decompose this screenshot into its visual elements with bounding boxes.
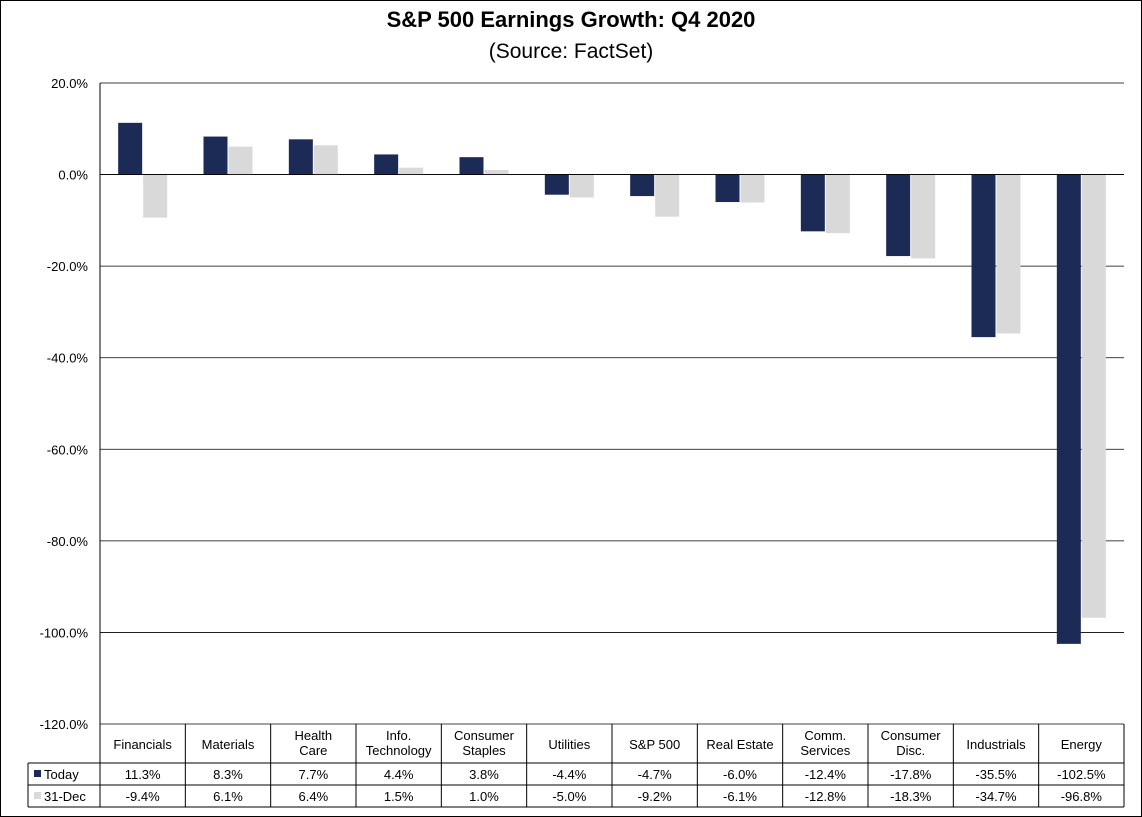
bar-31-dec bbox=[740, 174, 765, 203]
y-tick-label: 0.0% bbox=[58, 168, 88, 183]
category-label: Real Estate bbox=[706, 737, 773, 752]
legend-label: Today bbox=[44, 767, 79, 782]
data-label: -4.4% bbox=[552, 767, 586, 782]
bar-today bbox=[544, 174, 569, 195]
category-label: Health Care bbox=[295, 728, 333, 758]
data-label: -34.7% bbox=[975, 789, 1017, 804]
bar-31-dec bbox=[825, 174, 850, 234]
bar-today bbox=[288, 139, 313, 175]
bar-today bbox=[886, 174, 911, 257]
bar-today bbox=[630, 174, 655, 197]
data-label: -9.4% bbox=[126, 789, 160, 804]
chart-title: S&P 500 Earnings Growth: Q4 2020 bbox=[387, 7, 756, 32]
bar-today bbox=[715, 174, 740, 203]
bar-31-dec bbox=[569, 174, 594, 198]
legend-key bbox=[34, 792, 41, 799]
bar-today bbox=[1056, 174, 1081, 644]
data-label: -102.5% bbox=[1057, 767, 1106, 782]
data-label: 8.3% bbox=[213, 767, 243, 782]
data-label: 4.4% bbox=[384, 767, 414, 782]
data-label: 3.8% bbox=[469, 767, 499, 782]
data-label: -12.4% bbox=[805, 767, 847, 782]
bar-today bbox=[971, 174, 996, 338]
y-tick-label: -20.0% bbox=[47, 259, 89, 274]
category-label: Utilities bbox=[548, 737, 590, 752]
category-label: Industrials bbox=[966, 737, 1026, 752]
chart-subtitle: (Source: FactSet) bbox=[489, 40, 654, 63]
data-label: -9.2% bbox=[638, 789, 672, 804]
category-label: S&P 500 bbox=[629, 737, 680, 752]
y-axis-tick-labels: 20.0% 0.0% -20.0% -40.0% -60.0% -80.0% -100.0%… bbox=[40, 76, 89, 732]
data-label: -96.8% bbox=[1061, 789, 1103, 804]
bar-31-dec bbox=[911, 174, 936, 259]
data-label: -18.3% bbox=[890, 789, 932, 804]
data-label: -12.8% bbox=[805, 789, 847, 804]
bar-today bbox=[118, 122, 143, 175]
data-label: -5.0% bbox=[552, 789, 586, 804]
bar-31-dec bbox=[996, 174, 1021, 334]
bar-31-dec bbox=[1081, 174, 1106, 618]
legend-label: 31-Dec bbox=[44, 789, 86, 804]
data-label: 6.1% bbox=[213, 789, 243, 804]
data-label: 6.4% bbox=[299, 789, 329, 804]
category-label: Comm. Services bbox=[800, 728, 850, 758]
bar-today bbox=[203, 136, 228, 175]
bar-today bbox=[374, 154, 399, 175]
category-label: Consumer Staples bbox=[454, 728, 515, 758]
data-label: -17.8% bbox=[890, 767, 932, 782]
bar-today bbox=[459, 157, 484, 175]
bars bbox=[100, 122, 1124, 644]
bar-31-dec bbox=[143, 174, 168, 218]
data-label: 11.3% bbox=[125, 767, 161, 782]
bar-31-dec bbox=[228, 146, 253, 175]
y-tick-label: -40.0% bbox=[47, 351, 89, 366]
data-label: -6.0% bbox=[723, 767, 757, 782]
y-tick-label: -80.0% bbox=[47, 534, 89, 549]
category-label: Consumer Disc. bbox=[881, 728, 942, 758]
bar-31-dec bbox=[313, 145, 338, 175]
category-label: Info. Technology bbox=[366, 728, 432, 758]
data-table: Financials Materials Health Care Info. Techno… bbox=[27, 724, 1125, 808]
y-tick-label: 20.0% bbox=[51, 76, 88, 91]
data-label: -4.7% bbox=[638, 767, 672, 782]
bar-31-dec bbox=[399, 167, 424, 175]
bar-31-dec bbox=[655, 174, 680, 217]
category-label: Materials bbox=[202, 737, 255, 752]
category-label: Financials bbox=[113, 737, 172, 752]
legend-key bbox=[34, 770, 41, 777]
category-label: Energy bbox=[1061, 737, 1103, 752]
y-tick-label: -60.0% bbox=[47, 442, 89, 457]
data-label: -6.1% bbox=[723, 789, 757, 804]
data-label: 1.0% bbox=[469, 789, 499, 804]
y-tick-label: -120.0% bbox=[40, 717, 89, 732]
data-label: 7.7% bbox=[299, 767, 329, 782]
y-tick-label: -100.0% bbox=[40, 625, 89, 640]
bar-today bbox=[800, 174, 825, 232]
data-label: 1.5% bbox=[384, 789, 414, 804]
bar-31-dec bbox=[484, 169, 509, 175]
data-label: -35.5% bbox=[975, 767, 1017, 782]
